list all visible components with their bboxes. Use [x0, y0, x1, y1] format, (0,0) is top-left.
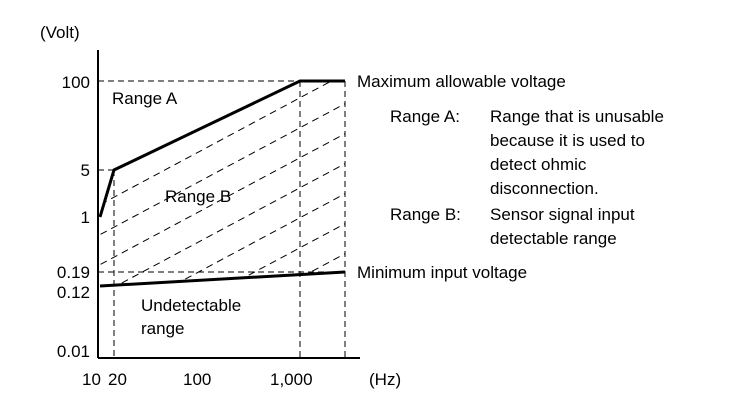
legend: Range A: Range that is unusable because …: [390, 107, 664, 248]
minimum-voltage-label: Minimum input voltage: [357, 263, 527, 282]
y-tick-100: 100: [62, 73, 90, 92]
undetectable-label-line1: Undetectable: [141, 296, 241, 315]
x-axis-unit: (Hz): [369, 370, 401, 389]
legend-range-a-line2: because it is used to: [490, 131, 645, 150]
range-a-label: Range A: [112, 89, 178, 108]
y-tick-012: 0.12: [57, 283, 90, 302]
y-tick-1: 1: [81, 208, 90, 227]
legend-range-a-line4: disconnection.: [490, 179, 599, 198]
x-tick-10: 10: [82, 370, 101, 389]
maximum-voltage-label: Maximum allowable voltage: [357, 72, 566, 91]
legend-range-b-line1: Sensor signal input: [490, 205, 635, 224]
undetectable-label-line2: range: [141, 319, 184, 338]
x-tick-100: 100: [183, 370, 211, 389]
range-b-label: Range B: [165, 187, 231, 206]
legend-range-a-line1: Range that is unusable: [490, 107, 664, 126]
y-tick-5: 5: [81, 161, 90, 180]
legend-range-b-key: Range B:: [390, 205, 461, 224]
y-axis-unit: (Volt): [40, 23, 80, 42]
reference-lines: [98, 80, 346, 358]
minimum-voltage-curve: [99, 270, 346, 288]
x-tick-1000: 1,000: [270, 370, 313, 389]
legend-range-b-line2: detectable range: [490, 229, 617, 248]
range-b-hatching: [100, 81, 345, 286]
y-tick-019: 0.19: [57, 263, 90, 282]
y-tick-001: 0.01: [57, 342, 90, 361]
legend-range-a-key: Range A:: [390, 107, 460, 126]
x-tick-20: 20: [108, 370, 127, 389]
legend-range-a-line3: detect ohmic: [490, 155, 587, 174]
maximum-voltage-curve: [98, 79, 345, 218]
